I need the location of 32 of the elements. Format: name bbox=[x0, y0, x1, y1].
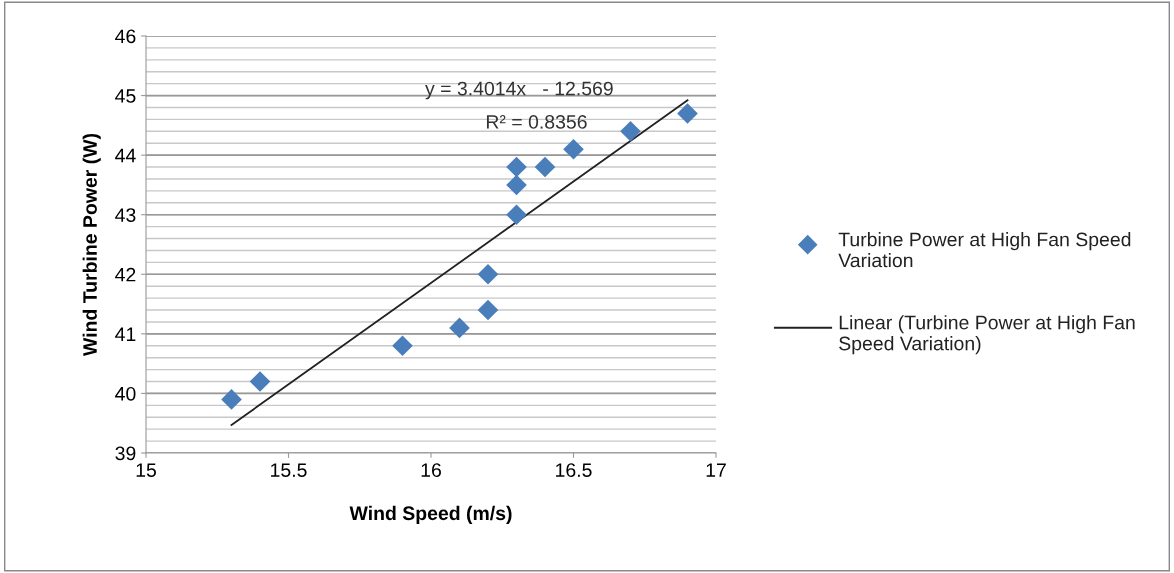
x-axis-title: Wind Speed (m/s) bbox=[349, 505, 512, 524]
y-tick-label: 41 bbox=[115, 327, 136, 341]
x-tick-label: 15.5 bbox=[271, 463, 307, 477]
point bbox=[534, 156, 556, 178]
y-tick-label: 45 bbox=[115, 89, 136, 103]
y-tick-label: 46 bbox=[115, 29, 136, 44]
point bbox=[392, 335, 413, 357]
y-tick-label: 39 bbox=[115, 446, 136, 461]
point bbox=[221, 389, 242, 410]
annotation: R² = 0.8356 bbox=[486, 115, 587, 129]
y-tick-label: 44 bbox=[115, 148, 136, 163]
point bbox=[506, 204, 527, 226]
point bbox=[677, 103, 698, 124]
point bbox=[477, 299, 499, 321]
annotation: y = 3.4014x - 12.569 bbox=[425, 81, 613, 100]
point bbox=[506, 174, 527, 196]
x-tick-label: 16 bbox=[421, 463, 441, 477]
y-tick-label: 43 bbox=[115, 208, 136, 222]
point bbox=[477, 263, 499, 285]
point bbox=[620, 121, 641, 142]
legend-label: Linear (Turbine Power at High Fan Speed Variation) bbox=[839, 315, 1135, 355]
point bbox=[449, 317, 470, 339]
x-tick-label: 15 bbox=[136, 463, 156, 477]
x-tick-label: 16.5 bbox=[556, 463, 592, 477]
point bbox=[249, 371, 271, 392]
point bbox=[506, 156, 527, 178]
y-tick-label: 42 bbox=[115, 267, 136, 282]
x-tick-label: 17 bbox=[706, 463, 726, 477]
y-tick-label: 40 bbox=[115, 386, 136, 401]
point bbox=[563, 138, 584, 160]
y-axis-title: Wind Turbine Power (W) bbox=[82, 133, 101, 357]
legend-label: Turbine Power at High Fan Speed Variation bbox=[838, 232, 1131, 268]
